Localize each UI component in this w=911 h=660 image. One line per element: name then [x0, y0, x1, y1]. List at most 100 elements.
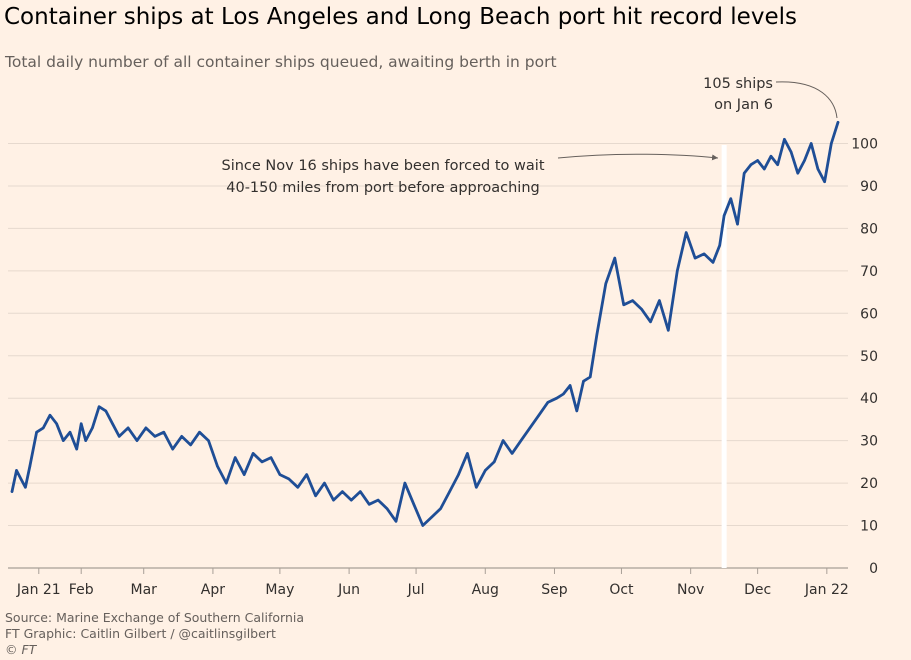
data-point [135, 439, 139, 442]
data-point [323, 481, 326, 485]
data-point [823, 180, 826, 183]
data-point [711, 261, 715, 264]
y-tick-label: 10 [860, 519, 878, 535]
source-note: Source: Marine Exchange of Southern Cali… [5, 610, 305, 625]
y-tick-label: 20 [860, 476, 878, 492]
x-tick-label: Dec [744, 582, 771, 598]
data-point [604, 282, 607, 285]
data-point [702, 252, 706, 256]
chart-subtitle: Total daily number of all container ship… [5, 53, 557, 71]
x-tick-label: Nov [677, 582, 704, 598]
data-point [350, 498, 353, 502]
data-point [10, 490, 14, 493]
data-point [631, 299, 634, 302]
y-tick-label: 40 [860, 391, 878, 407]
data-point [510, 452, 514, 455]
data-point [189, 443, 192, 447]
y-tick-label: 100 [851, 137, 878, 153]
data-point [769, 155, 773, 158]
data-point [613, 256, 616, 260]
peak-annotation-connector [775, 81, 838, 119]
data-point [243, 473, 246, 476]
graphic-credit: FT Graphic: Caitlin Gilbert / @caitlinsg… [5, 626, 276, 641]
data-point [718, 244, 721, 247]
y-tick-label: 60 [860, 306, 878, 322]
data-point [216, 464, 219, 468]
data-point [75, 447, 78, 451]
x-tick-label: Feb [69, 582, 94, 598]
data-point [743, 172, 746, 175]
data-point [836, 121, 840, 124]
y-tick-label: 90 [860, 179, 878, 195]
data-point [385, 507, 389, 510]
data-point [15, 469, 18, 472]
data-point [260, 460, 264, 464]
data-point [332, 498, 335, 502]
data-point [685, 231, 688, 234]
data-point [622, 303, 625, 306]
data-point [234, 456, 237, 459]
data-point [403, 481, 407, 485]
data-point [722, 214, 726, 217]
data-point [314, 494, 317, 497]
data-point [207, 439, 210, 442]
data-point [153, 435, 157, 438]
data-point [278, 473, 282, 476]
data-point [667, 329, 670, 332]
data-point [484, 469, 487, 472]
data-point [803, 159, 806, 162]
data-point [783, 138, 786, 141]
data-point [269, 456, 273, 459]
data-point [501, 439, 505, 442]
peak-annotation-text: on Jan 6 [714, 97, 773, 113]
x-tick-label: Aug [472, 582, 499, 598]
data-point [162, 431, 165, 434]
data-point [97, 405, 101, 408]
data-point [68, 431, 72, 434]
data-point [736, 223, 739, 226]
data-point [376, 498, 380, 502]
data-point [368, 503, 371, 506]
data-point [91, 426, 94, 430]
y-tick-label: 80 [860, 221, 878, 237]
data-point [225, 481, 228, 485]
data-point [528, 426, 532, 430]
data-point [756, 159, 759, 162]
nov16-annotation-arrow [557, 153, 719, 161]
data-point [80, 422, 83, 425]
data-point [595, 333, 599, 336]
data-point [24, 486, 27, 489]
x-tick-label: Apr [201, 582, 225, 598]
data-point [48, 414, 52, 417]
data-point [589, 375, 592, 379]
data-point [430, 515, 433, 519]
data-point [55, 422, 58, 425]
data-point [296, 486, 299, 489]
data-point [658, 299, 661, 302]
nov16-annotation-text: 40-150 miles from port before approachin… [226, 180, 539, 196]
y-tick-label: 0 [869, 561, 878, 577]
data-point [118, 435, 121, 438]
data-point [729, 197, 732, 200]
data-point [341, 490, 344, 493]
data-point [830, 142, 833, 145]
data-point [457, 473, 460, 476]
x-tick-label: Jul [407, 582, 425, 598]
y-tick-label: 30 [860, 434, 878, 450]
x-tick-label: Mar [131, 582, 158, 598]
highlight-band [721, 145, 727, 568]
data-point [575, 409, 578, 413]
data-point [448, 490, 451, 493]
data-point [568, 384, 572, 387]
data-point [810, 142, 813, 145]
data-point [676, 269, 679, 272]
data-point [305, 473, 308, 476]
data-point [287, 477, 290, 481]
data-point [412, 503, 415, 506]
data-point [562, 392, 565, 396]
x-tick-label: Jun [337, 582, 360, 598]
data-point [776, 163, 779, 166]
data-point [693, 256, 697, 260]
data-point [62, 439, 65, 442]
data-point [749, 163, 753, 166]
